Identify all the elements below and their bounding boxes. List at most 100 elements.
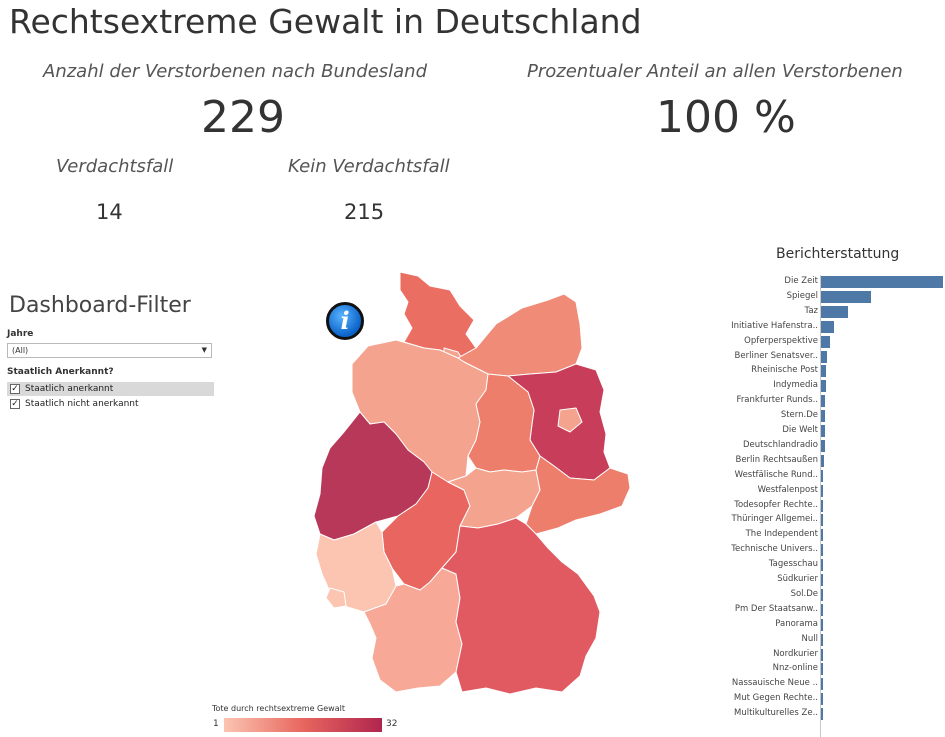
reporting-bar[interactable]: [821, 588, 823, 601]
reporting-row[interactable]: Panorama: [700, 618, 945, 633]
reporting-axis-line: [820, 275, 821, 737]
region-bayern[interactable]: [441, 517, 601, 695]
filter-option-label: Staatlich anerkannt: [25, 384, 114, 394]
reporting-source-label: Frankfurter Runds..: [736, 395, 818, 406]
reporting-bar[interactable]: [821, 678, 823, 691]
checkbox-checked-icon[interactable]: ✓: [10, 384, 20, 394]
region-saarland[interactable]: [325, 587, 347, 609]
reporting-bar[interactable]: [821, 633, 823, 646]
reporting-source-label: Stern.De: [780, 410, 818, 421]
reporting-row[interactable]: Die Zeit: [700, 275, 945, 290]
reporting-bar[interactable]: [821, 544, 823, 557]
reporting-bar[interactable]: [821, 350, 827, 363]
reporting-row[interactable]: Technische Univers..: [700, 543, 945, 558]
share-value: 100 %: [656, 92, 796, 143]
reporting-row[interactable]: Südkurier: [700, 573, 945, 588]
reporting-row[interactable]: Pm Der Staatsanw..: [700, 603, 945, 618]
reporting-row[interactable]: Nordkurier: [700, 648, 945, 663]
germany-choropleth-map: [313, 271, 631, 695]
region-mecklenburg-vorpommern[interactable]: [457, 293, 583, 377]
reporting-row[interactable]: Null: [700, 633, 945, 648]
reporting-source-label: Opferperspektive: [744, 335, 818, 346]
filter-option-not-recognized[interactable]: ✓ Staatlich nicht anerkannt: [7, 397, 214, 411]
reporting-source-label: Die Zeit: [784, 276, 818, 286]
reporting-bar[interactable]: [821, 574, 823, 586]
reporting-bar[interactable]: [821, 663, 823, 676]
reporting-row[interactable]: Deutschlandradio: [700, 439, 945, 454]
reporting-bar[interactable]: [821, 395, 825, 408]
reporting-bar[interactable]: [821, 454, 824, 467]
reporting-bar[interactable]: [821, 365, 826, 378]
reporting-bar[interactable]: [821, 335, 830, 348]
reporting-row[interactable]: Tagesschau: [700, 558, 945, 573]
reporting-source-label: Multikulturelles Ze..: [734, 708, 818, 719]
reporting-row[interactable]: Frankfurter Runds..: [700, 394, 945, 409]
suspected-label: Verdachtsfall: [56, 156, 174, 177]
reporting-row[interactable]: Rheinische Post: [700, 364, 945, 379]
reporting-bar[interactable]: [821, 276, 943, 288]
reporting-source-label: Rheinische Post: [751, 365, 818, 376]
reporting-row[interactable]: Todesopfer Rechte..: [700, 499, 945, 514]
reporting-bar[interactable]: [821, 290, 871, 303]
reporting-bar[interactable]: [821, 439, 825, 452]
reporting-row[interactable]: Taz: [700, 305, 945, 320]
region-berlin[interactable]: [557, 407, 583, 433]
chevron-down-icon: ▼: [201, 346, 207, 354]
reporting-bar[interactable]: [821, 410, 825, 423]
reporting-row[interactable]: Stern.De: [700, 409, 945, 424]
reporting-row[interactable]: Westfälische Rund..: [700, 469, 945, 484]
reporting-row[interactable]: Indymedia: [700, 379, 945, 394]
reporting-row[interactable]: Westfalenpost: [700, 484, 945, 499]
year-filter-label: Jahre: [7, 329, 34, 339]
reporting-row[interactable]: Berlin Rechtsaußen: [700, 454, 945, 469]
reporting-source-label: Technische Univers..: [731, 544, 818, 555]
reporting-row[interactable]: Multikulturelles Ze..: [700, 707, 945, 722]
reporting-source-label: Berliner Senatsver..: [734, 350, 818, 361]
reporting-row[interactable]: Spiegel: [700, 290, 945, 305]
reporting-bar[interactable]: [821, 469, 823, 482]
info-icon[interactable]: i: [326, 302, 364, 340]
reporting-bar[interactable]: [821, 603, 823, 616]
reporting-bar[interactable]: [821, 618, 823, 631]
reporting-bar[interactable]: [821, 484, 823, 497]
reporting-source-label: Tagesschau: [768, 559, 818, 570]
deaths-value: 229: [201, 92, 285, 143]
suspected-value: 14: [96, 200, 123, 224]
reporting-source-label: Spiegel: [786, 290, 818, 301]
reporting-row[interactable]: Nassauische Neue ..: [700, 677, 945, 692]
reporting-bar[interactable]: [821, 708, 823, 721]
reporting-source-label: Nordkurier: [773, 648, 818, 659]
reporting-source-label: Nnz-online: [772, 663, 818, 674]
reporting-source-label: The Independent: [745, 529, 818, 540]
reporting-bar[interactable]: [821, 380, 826, 393]
map-legend-max: 32: [386, 719, 398, 729]
filter-option-recognized[interactable]: ✓ Staatlich anerkannt: [7, 382, 214, 396]
reporting-row[interactable]: Die Welt: [700, 424, 945, 439]
reporting-bar[interactable]: [821, 425, 825, 437]
checkbox-checked-icon[interactable]: ✓: [10, 399, 20, 409]
reporting-source-label: Sol.De: [790, 588, 818, 599]
reporting-row[interactable]: Nnz-online: [700, 662, 945, 677]
reporting-row[interactable]: Initiative Hafenstra..: [700, 320, 945, 335]
reporting-row[interactable]: Thüringer Allgemei..: [700, 513, 945, 528]
reporting-bar[interactable]: [821, 499, 823, 512]
reporting-source-label: Todesopfer Rechte..: [734, 499, 818, 510]
filter-panel-title: Dashboard-Filter: [9, 293, 191, 318]
reporting-source-label: Deutschlandradio: [743, 439, 818, 450]
reporting-row[interactable]: Mut Gegen Rechte..: [700, 692, 945, 707]
reporting-bar[interactable]: [821, 320, 834, 333]
reporting-bar[interactable]: [821, 693, 823, 706]
reporting-bar[interactable]: [821, 529, 823, 542]
reporting-bar[interactable]: [821, 514, 823, 527]
reporting-row[interactable]: Berliner Senatsver..: [700, 350, 945, 365]
reporting-bar[interactable]: [821, 559, 823, 572]
reporting-row[interactable]: Opferperspektive: [700, 335, 945, 350]
reporting-bar[interactable]: [821, 648, 823, 661]
reporting-row[interactable]: The Independent: [700, 528, 945, 543]
reporting-bar[interactable]: [821, 305, 848, 318]
year-filter-dropdown[interactable]: (All) ▼: [7, 343, 212, 358]
reporting-row[interactable]: Sol.De: [700, 588, 945, 603]
reporting-source-label: Nassauische Neue ..: [731, 678, 818, 689]
region-sachsen[interactable]: [525, 455, 631, 535]
reporting-source-label: Taz: [804, 305, 818, 316]
